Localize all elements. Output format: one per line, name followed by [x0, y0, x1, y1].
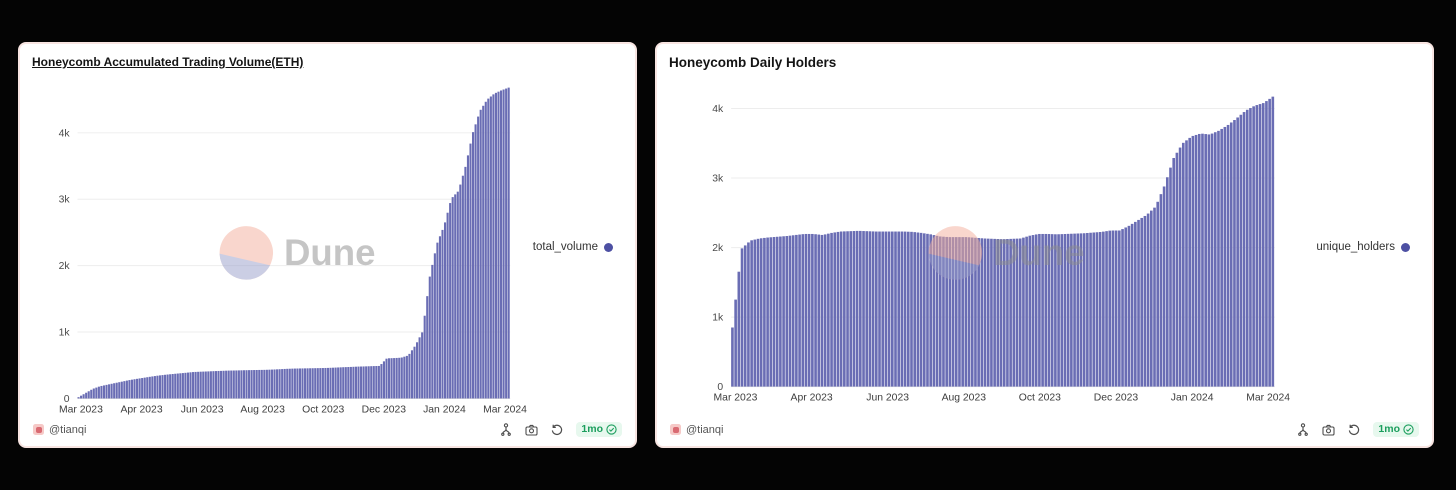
camera-icon[interactable] — [525, 424, 538, 436]
x-axis: Mar 2023 Apr 2023 Jun 2023 Aug 2023 Oct 2023… — [59, 404, 527, 415]
author-handle: @tianqi — [49, 423, 87, 436]
x-tick-label: Oct 2023 — [302, 404, 344, 415]
fork-icon[interactable] — [500, 423, 512, 436]
author[interactable]: @tianqi — [670, 424, 723, 436]
bars — [77, 87, 510, 399]
x-tick-label: Mar 2023 — [59, 404, 103, 415]
card-footer: @tianqi 1mo — [670, 421, 1419, 438]
legend-holders[interactable]: unique_holders — [1316, 241, 1410, 253]
legend-label: unique_holders — [1316, 241, 1395, 253]
volume-chart-card: 0 1k 2k 3k 4k Dune Mar 2023 Apr 2023 Jun 2023 Aug… — [18, 42, 637, 448]
author-avatar-icon — [670, 424, 681, 435]
y-tick-label: 2k — [59, 261, 71, 272]
dune-watermark: Dune — [219, 226, 376, 280]
legend-volume[interactable]: total_volume — [533, 241, 613, 253]
x-tick-label: Jan 2024 — [423, 404, 466, 415]
x-tick-label: Aug 2023 — [240, 404, 285, 415]
x-tick-label: Oct 2023 — [1019, 392, 1061, 403]
x-tick-label: Jun 2023 — [181, 404, 224, 415]
footer-actions: 1mo — [500, 422, 622, 437]
refresh-icon[interactable] — [551, 424, 563, 436]
y-tick-label: 3k — [712, 173, 724, 184]
volume-chart[interactable]: 0 1k 2k 3k 4k Dune Mar 2023 Apr 2023 Jun 2023 Aug… — [20, 44, 635, 446]
check-circle-icon — [1403, 423, 1414, 435]
dune-logo-icon — [219, 226, 274, 280]
legend-label: total_volume — [532, 241, 598, 253]
refresh-icon[interactable] — [1348, 424, 1360, 436]
x-tick-label: Mar 2024 — [483, 404, 527, 415]
chart-title-volume[interactable]: Honeycomb Accumulated Trading Volume(ETH… — [32, 55, 304, 69]
legend-dot — [604, 242, 613, 252]
footer-actions: 1mo — [1297, 422, 1419, 437]
x-tick-label: Apr 2023 — [791, 392, 833, 403]
holders-chart-card: 0 1k 2k 3k 4k Dune Mar 2023 Apr 2023 Jun 2023 Aug… — [655, 42, 1434, 448]
dune-watermark-text: Dune — [284, 232, 376, 273]
bars — [731, 96, 1275, 387]
freshness-label: 1mo — [1378, 423, 1400, 435]
y-tick-label: 0 — [64, 394, 70, 405]
x-axis: Mar 2023 Apr 2023 Jun 2023 Aug 2023 Oct 2023… — [714, 392, 1291, 403]
author[interactable]: @tianqi — [33, 424, 86, 436]
author-handle: @tianqi — [686, 423, 724, 436]
y-tick-label: 0 — [717, 382, 723, 393]
y-tick-label: 4k — [712, 104, 724, 115]
dune-watermark-text: Dune — [993, 232, 1085, 273]
y-tick-label: 4k — [59, 128, 71, 139]
dune-watermark: Dune — [928, 226, 1085, 280]
freshness-badge[interactable]: 1mo — [576, 422, 622, 437]
y-tick-label: 3k — [59, 195, 71, 206]
freshness-badge[interactable]: 1mo — [1373, 422, 1419, 437]
card-footer: @tianqi 1mo — [33, 421, 622, 438]
check-circle-icon — [606, 423, 617, 435]
x-tick-label: Aug 2023 — [942, 392, 987, 403]
x-tick-label: Mar 2024 — [1246, 392, 1290, 403]
chart-title-holders[interactable]: Honeycomb Daily Holders — [669, 55, 837, 70]
x-tick-label: Jan 2024 — [1171, 392, 1214, 403]
y-tick-label: 1k — [712, 313, 724, 324]
x-tick-label: Dec 2023 — [362, 404, 407, 415]
legend-dot — [1401, 242, 1410, 252]
y-tick-label: 1k — [59, 327, 71, 338]
x-tick-label: Jun 2023 — [866, 392, 909, 403]
x-tick-label: Dec 2023 — [1094, 392, 1139, 403]
fork-icon[interactable] — [1297, 423, 1309, 436]
y-tick-label: 2k — [712, 243, 724, 254]
dune-logo-icon — [928, 226, 983, 280]
holders-chart[interactable]: 0 1k 2k 3k 4k Dune Mar 2023 Apr 2023 Jun 2023 Aug… — [657, 44, 1432, 446]
x-tick-label: Apr 2023 — [120, 404, 162, 415]
x-tick-label: Mar 2023 — [714, 392, 758, 403]
freshness-label: 1mo — [581, 423, 603, 435]
author-avatar-icon — [33, 424, 44, 435]
camera-icon[interactable] — [1322, 424, 1335, 436]
